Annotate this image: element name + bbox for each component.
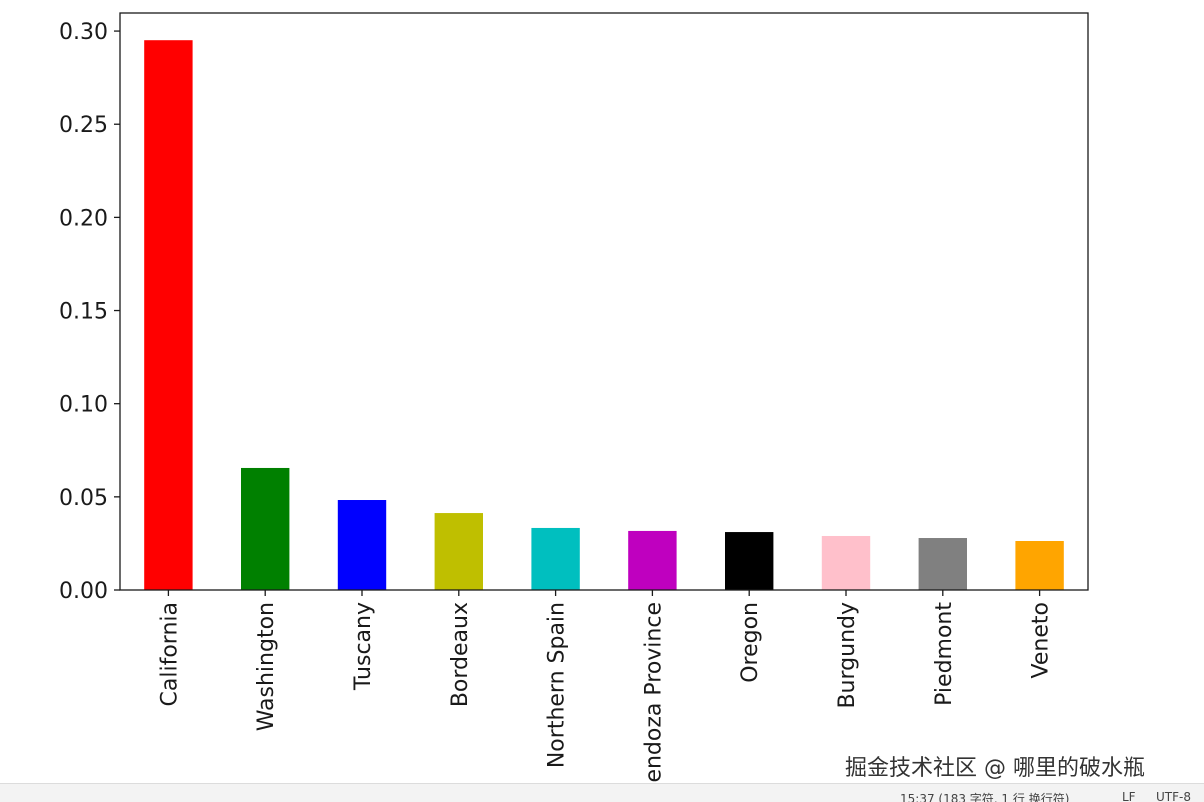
y-tick-label: 0.15 [59, 300, 108, 325]
x-tick-label: Piedmont [932, 602, 957, 706]
x-tick-label: Veneto [1029, 602, 1054, 678]
plot-area: 0.00 0.05 0.10 0.15 0.20 0.25 0.30 California Wa… [59, 20, 1064, 783]
status-bar: 15:37 (183 字符, 1 行 换行符) LF UTF-8 [0, 783, 1204, 802]
bar [918, 538, 967, 590]
y-tick-label: 0.00 [59, 579, 108, 604]
bar [531, 527, 580, 590]
bar [628, 530, 677, 590]
watermark: 掘金技术社区 @ 哪里的破水瓶 [845, 756, 1145, 781]
y-tick-label: 0.10 [59, 393, 108, 418]
x-tick-label: Tuscany [351, 602, 376, 691]
status-line-ending: LF [1122, 790, 1136, 802]
bar [1015, 541, 1064, 590]
bar [241, 467, 290, 590]
y-tick-label: 0.25 [59, 113, 108, 138]
bar [725, 532, 774, 590]
x-tick-label: Bordeaux [448, 602, 473, 707]
x-tick-label: Burgundy [835, 602, 860, 709]
axes-frame [119, 12, 1089, 591]
status-encoding: UTF-8 [1156, 790, 1191, 802]
chart: 0.00 0.05 0.10 0.15 0.20 0.25 0.30 California Wa… [59, 12, 1089, 783]
y-tick-label: 0.20 [59, 206, 108, 231]
x-tick-label: Washington [254, 602, 279, 731]
bar [337, 500, 387, 590]
bar [434, 513, 483, 590]
x-tick-label: Oregon [738, 602, 763, 683]
status-position: 15:37 (183 字符, 1 行 换行符) [900, 792, 1070, 802]
y-tick-label: 0.30 [59, 20, 108, 45]
bar [144, 40, 193, 590]
y-tick-label: 0.05 [59, 486, 108, 511]
x-tick-label: Northern Spain [545, 602, 570, 768]
bar [821, 535, 871, 590]
x-tick-label: Mendoza Province [641, 602, 666, 783]
x-tick-label: California [157, 602, 182, 706]
